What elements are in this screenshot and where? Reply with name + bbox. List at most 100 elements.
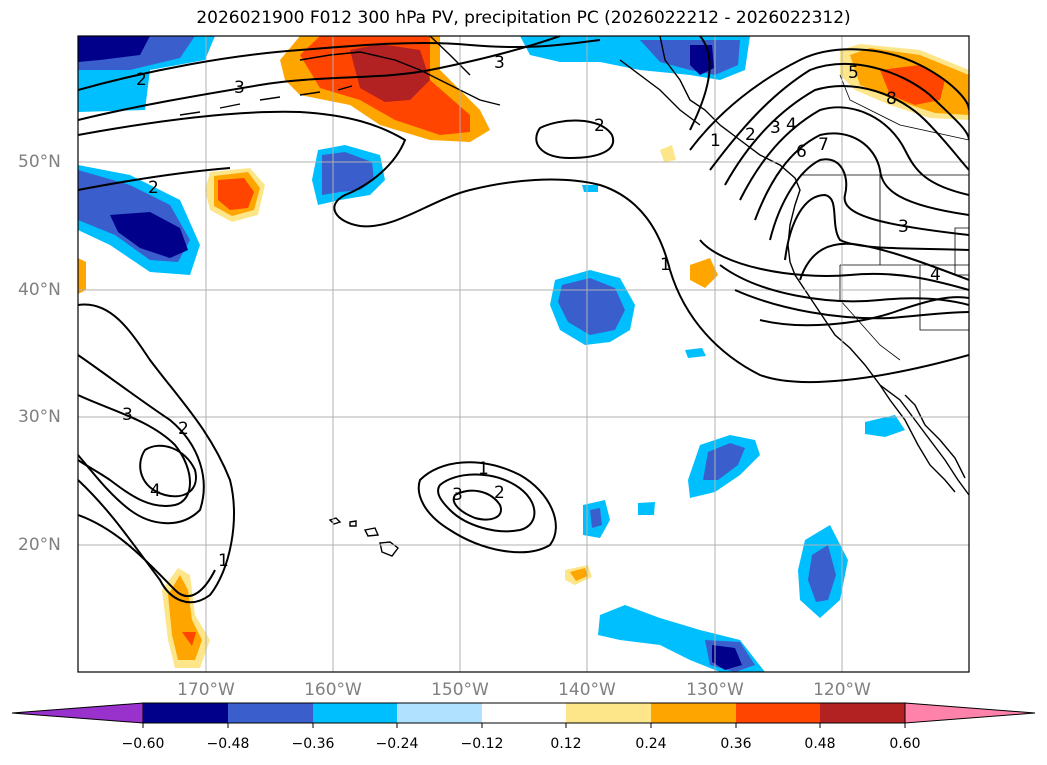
contour-label: 4	[150, 481, 161, 501]
precip-neg-region	[703, 443, 745, 480]
contour-label: 3	[122, 405, 133, 425]
contour-label: 1	[660, 255, 671, 275]
colorbar-tick-label: 0.48	[804, 736, 836, 752]
contour-label: 3	[898, 217, 909, 237]
colorbar	[11, 702, 1036, 728]
colorbar-tick-label: 0.12	[550, 736, 582, 752]
state-border	[839, 74, 969, 141]
precip-pos-region	[350, 44, 430, 102]
precip-neg-region	[685, 348, 706, 358]
precip-neg-region	[322, 152, 374, 195]
contour-label: 2	[178, 419, 189, 439]
colorbar-segment	[482, 703, 566, 723]
state-border	[839, 265, 901, 361]
pv-contour-line	[535, 119, 615, 160]
pv-contour-line	[78, 514, 216, 597]
colorbar-segment	[566, 703, 651, 723]
contour-label: 3	[770, 118, 781, 138]
pv-contour-line	[78, 167, 231, 191]
contour-label: 2	[494, 483, 505, 503]
colorbar-segment	[820, 703, 905, 723]
gulf-coast	[904, 394, 966, 479]
lon-label-120w: 120°W	[813, 680, 871, 700]
contour-label: 8	[886, 89, 897, 109]
colorbar-segment	[143, 703, 228, 723]
state-border	[919, 265, 969, 331]
lon-label-160w: 160°W	[304, 680, 362, 700]
map-frame	[77, 35, 970, 673]
colorbar-tick-label: 0.60	[889, 736, 921, 752]
contour-label: 3	[452, 485, 463, 505]
pv-contour-line	[709, 63, 969, 171]
pv-contour-line	[78, 110, 969, 384]
colorbar-tick-label: −0.12	[460, 736, 504, 752]
contour-label: 5	[848, 63, 859, 83]
pv-contour-line	[417, 461, 557, 554]
hawaii-islands	[328, 517, 399, 557]
colorbar-frame	[142, 702, 906, 724]
contour-label: 2	[136, 70, 147, 90]
precip-pos-region	[570, 568, 588, 581]
pv-contour-line	[78, 39, 601, 91]
precip-pos-region	[78, 258, 86, 294]
precip-pos-region	[182, 632, 196, 646]
colorbar-tick-label: −0.36	[291, 736, 335, 752]
pv-contour-line	[799, 242, 969, 281]
lon-label-140w: 140°W	[558, 680, 616, 700]
precip-pos-region	[218, 178, 254, 210]
lon-label-130w: 130°W	[686, 680, 744, 700]
pv-contour-labels: 2 3 3 2 2 3 2 4 1 1 3 2 1 1 2 3 4 6 7 5 …	[122, 53, 941, 571]
contour-label: 2	[745, 125, 756, 145]
bc-islands	[619, 59, 701, 126]
pv-contours	[78, 36, 969, 604]
lat-label-20n: 20°N	[18, 535, 61, 555]
precip-neg-region	[582, 185, 598, 192]
precip-neg-region	[110, 212, 188, 258]
contour-label: 4	[786, 115, 797, 135]
contour-label: 4	[930, 265, 941, 285]
precip-neg-region	[865, 415, 905, 437]
contour-label: 2	[148, 178, 159, 198]
precip-neg-region	[712, 645, 742, 670]
map-plot-area: 2 3 3 2 2 3 2 4 1 1 3 2 1 1 2 3 4 6 7 5 …	[78, 36, 969, 672]
colorbar-tick-label: 0.24	[635, 736, 667, 752]
precip-neg-region	[808, 545, 836, 602]
pv-contour-line	[734, 289, 969, 320]
contour-label: 7	[818, 135, 829, 155]
lat-label-50n: 50°N	[18, 152, 61, 172]
contour-label: 6	[796, 142, 807, 162]
pv-contour-line	[739, 106, 969, 201]
precip-neg-region	[78, 36, 150, 62]
precip-neg-region	[590, 508, 602, 528]
baja-coast	[879, 384, 956, 493]
contour-label: 3	[234, 78, 245, 98]
contour-label: 1	[218, 551, 229, 571]
pv-contour-line	[78, 394, 191, 507]
colorbar-tick-label: −0.24	[375, 736, 419, 752]
lat-label-30n: 30°N	[18, 407, 61, 427]
pv-contour-line	[689, 48, 969, 151]
pv-contour-line	[139, 444, 197, 498]
map-title: 2026021900 F012 300 hPa PV, precipitatio…	[196, 8, 851, 28]
gridlines	[78, 36, 969, 672]
precip-neg-region	[558, 278, 625, 335]
lon-label-150w: 150°W	[431, 680, 489, 700]
contour-label: 3	[494, 53, 505, 73]
colorbar-ticks	[142, 723, 906, 728]
pv-contour-line	[784, 193, 969, 261]
colorbar-tick-label: −0.48	[206, 736, 250, 752]
lon-label-170w: 170°W	[177, 680, 235, 700]
pv-contour-line	[754, 132, 969, 221]
pv-contour-line	[452, 489, 502, 521]
pv-contour-line	[719, 264, 969, 306]
colorbar-extend-high	[904, 702, 1036, 724]
contour-label: 1	[710, 131, 721, 151]
pv-contour-line	[759, 296, 969, 327]
precip-pos-region	[660, 145, 676, 162]
aleutian-islands	[179, 85, 353, 116]
contour-label: 1	[478, 459, 489, 479]
colorbar-extend-low	[11, 702, 144, 724]
pv-contour-line	[689, 36, 711, 131]
colorbar-segment	[228, 703, 313, 723]
pv-contour-line	[78, 36, 561, 121]
